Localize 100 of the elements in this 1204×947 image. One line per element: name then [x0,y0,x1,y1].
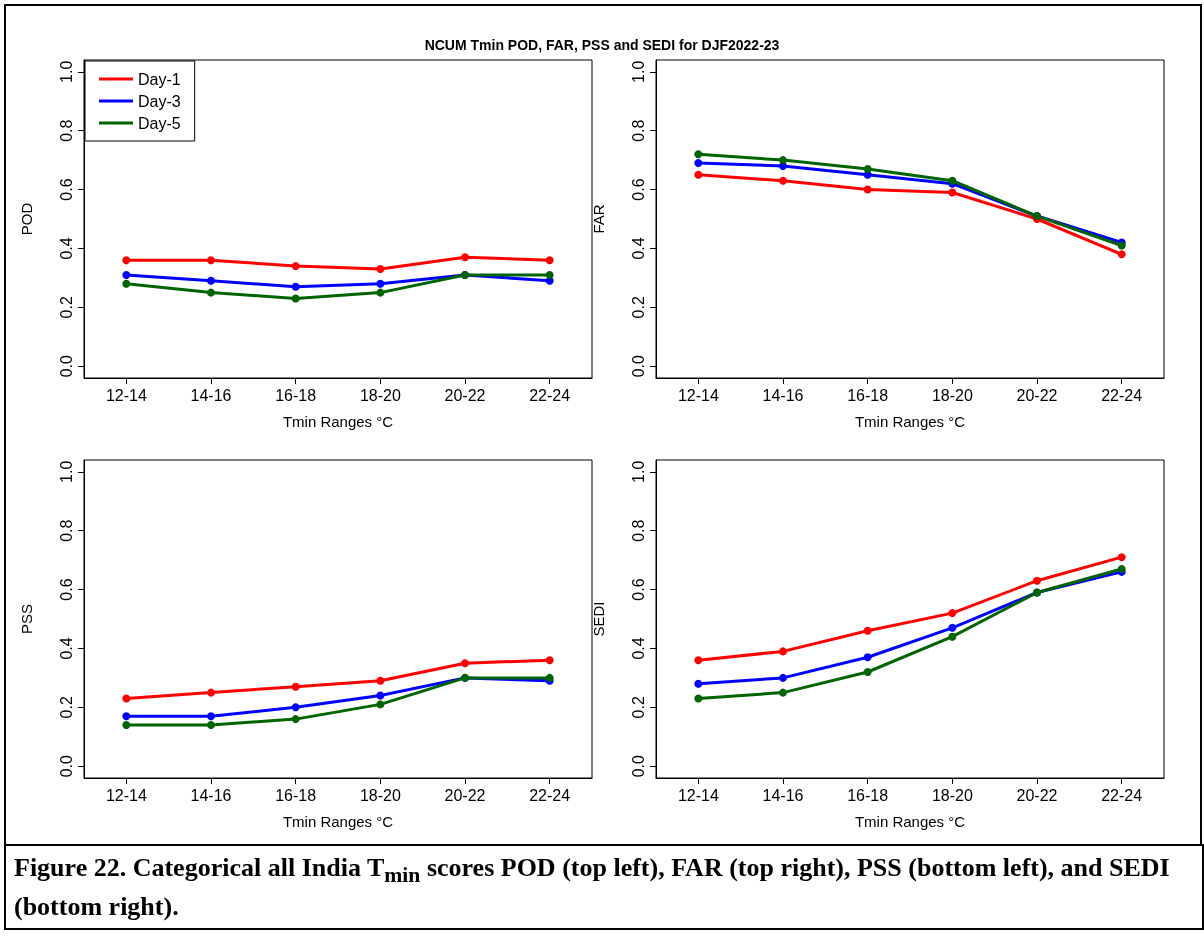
y-tick-label: 0.0 [629,755,647,778]
y-tick-label: 1.0 [629,460,647,483]
x-tick-label: 18-20 [931,386,973,404]
point [376,676,385,685]
y-tick-label: 0.0 [629,355,647,378]
point [1117,250,1126,259]
point [291,703,300,712]
point [545,270,554,279]
point [694,170,703,179]
x-tick-label: 20-22 [1016,386,1058,404]
point [863,653,872,662]
y-axis-title: SEDI [590,601,607,637]
x-tick-label: 12-14 [677,786,719,804]
x-tick-label: 14-16 [762,386,804,404]
point [948,188,957,197]
y-tick-label: 0.2 [629,296,647,319]
y-tick-label: 0.4 [629,237,647,260]
x-axis-title: Tmin Ranges °C [854,413,966,430]
legend-label: Day-3 [138,92,181,110]
x-tick-label: 14-16 [762,786,804,804]
y-axis-title: POD [18,202,35,236]
text: Figure 22. Categorical all India T$_{min}$ scores POD (top left), FAR (top right), PSS (bottom left), and SEDI (bottom right). [14,853,1170,922]
point [863,164,872,173]
y-tick-label: 0.4 [57,237,75,260]
x-tick-label: 20-22 [444,786,486,804]
point [291,715,300,724]
point [207,256,215,265]
y-tick-label: 0.8 [629,519,647,542]
x-tick-label: 22-24 [529,386,571,404]
y-tick-label: 0.2 [629,696,647,719]
x-axis-title: Tmin Ranges °C [854,813,966,830]
point [863,185,872,194]
point [376,700,385,709]
point [694,159,703,168]
x-tick-label: 18-20 [931,786,973,804]
point [207,276,215,285]
point [122,721,131,729]
point [1117,553,1126,562]
legend-label: Day-1 [138,70,181,88]
y-tick-label: 0.8 [629,119,647,142]
point [122,279,131,288]
point [779,176,787,185]
y-tick-label: 1.0 [629,60,647,83]
x-tick-label: 16-18 [847,386,889,404]
y-tick-label: 1.0 [57,60,75,83]
y-tick-label: 0.6 [57,178,75,201]
point [694,656,703,665]
point [779,156,787,165]
x-tick-label: 18-20 [359,386,401,404]
y-tick-label: 0.2 [57,296,75,319]
point [207,712,215,721]
x-tick-label: 22-24 [529,786,571,804]
y-axis-title: FAR [590,204,607,234]
point [207,721,215,729]
y-tick-label: 0.6 [629,178,647,201]
point [122,712,131,721]
y-tick-label: 0.6 [629,578,647,601]
x-tick-label: 16-18 [847,786,889,804]
point [461,659,469,668]
x-tick-label: 20-22 [1016,786,1058,804]
point [376,288,385,297]
x-tick-label: 20-22 [444,386,486,404]
point [207,288,215,297]
point [291,294,300,303]
y-tick-label: 0.6 [57,578,75,601]
x-tick-label: 12-14 [677,386,719,404]
x-tick-label: 22-24 [1101,786,1143,804]
y-tick-label: 0.2 [57,696,75,719]
point [779,673,787,682]
chart-title: NCUM Tmin POD, FAR, PSS and SEDI for DJF2022-23 [423,37,781,53]
point [291,682,300,691]
y-tick-label: 0.4 [57,637,75,660]
point [779,647,787,656]
y-tick-label: 0.8 [57,519,75,542]
point [694,694,703,703]
point [948,609,957,618]
point [461,253,469,262]
x-axis-title: Tmin Ranges °C [282,413,394,430]
point [694,150,703,159]
point [291,282,300,291]
point [694,679,703,688]
point [863,668,872,676]
y-tick-label: 0.4 [629,637,647,660]
point [207,688,215,697]
x-tick-label: 16-18 [275,386,317,404]
point [948,623,957,632]
point [376,279,385,288]
x-tick-label: 14-16 [190,386,232,404]
point [545,656,554,665]
point [1033,576,1041,585]
y-tick-label: 0.0 [57,755,75,778]
point [376,265,385,274]
x-axis-title: Tmin Ranges °C [282,813,394,830]
y-tick-label: 0.8 [57,119,75,142]
point [122,694,131,703]
x-tick-label: 16-18 [275,786,317,804]
x-tick-label: 18-20 [359,786,401,804]
point [863,626,872,635]
legend-label: Day-5 [138,114,181,132]
x-tick-label: 22-24 [1101,386,1143,404]
